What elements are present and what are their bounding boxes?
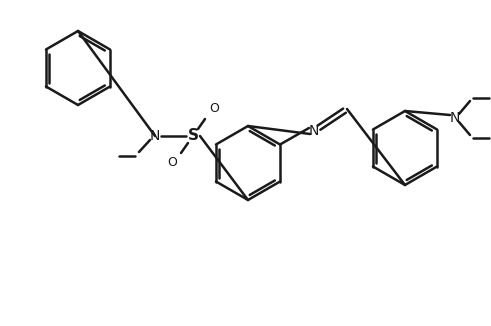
Text: S: S: [188, 128, 198, 143]
Text: N: N: [309, 124, 319, 138]
Text: N: N: [450, 111, 460, 125]
Text: N: N: [150, 129, 160, 143]
Text: O: O: [209, 102, 219, 115]
Text: O: O: [167, 156, 177, 170]
